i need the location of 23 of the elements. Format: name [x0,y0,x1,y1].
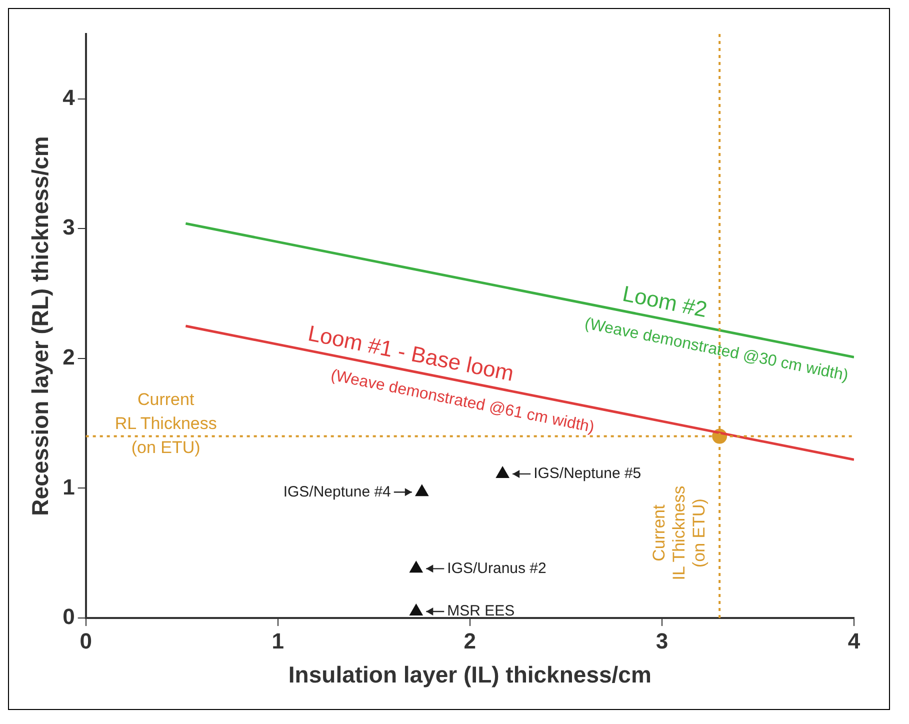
y-tick-label: 0 [62,604,75,630]
annotation: MSR EES [447,602,515,620]
ref-line-label: Current RL Thickness (on ETU) [114,390,217,457]
x-tick-label: 3 [656,628,668,654]
y-axis-title: Recession layer (RL) thickness/cm [27,136,54,516]
x-axis-title: Insulation layer (IL) thickness/cm [288,662,652,688]
y-tick-label: 3 [62,214,75,240]
annotation: IGS/Neptune #4 [283,483,391,500]
point [410,561,423,573]
x-tick-label: 0 [80,628,92,654]
y-tick-label: 1 [62,474,75,500]
x-tick-label: 2 [464,628,476,654]
y-tick-label: 2 [62,344,75,370]
x-tick-label: 4 [848,628,861,654]
point [496,466,510,478]
annotation: IGS/Uranus #2 [447,560,546,577]
annotation: IGS/Neptune #5 [534,465,642,482]
text: Loom #2 [620,280,710,322]
point [410,604,423,616]
point [415,484,428,496]
x-tick-label: 1 [272,628,284,654]
y-tick-label: 4 [62,84,76,110]
ref-line-label: Current IL Thickness (on ETU) [649,486,708,580]
